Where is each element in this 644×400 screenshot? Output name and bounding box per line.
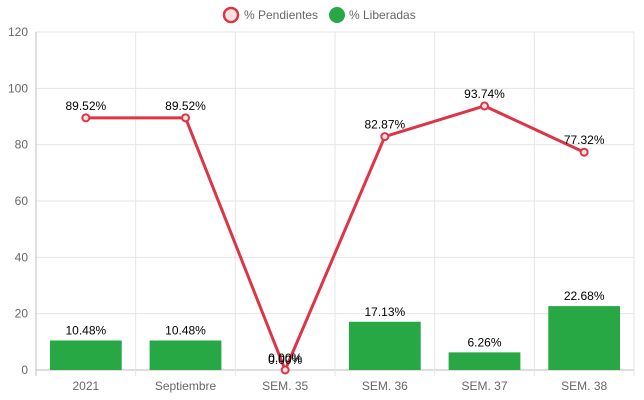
bar-liberadas[interactable] [49,340,122,370]
bar-data-label: 22.68% [564,289,605,303]
line-point-pendientes[interactable] [280,365,290,375]
line-data-label: 89.52% [165,99,206,113]
legend-label-liberadas: % Liberadas [349,8,416,22]
x-tick-label: SEM. 38 [561,379,607,393]
legend-label-pendientes: % Pendientes [244,8,318,22]
line-point-pendientes[interactable] [181,113,190,123]
legend-item-pendientes[interactable]: % Pendientes [222,6,318,24]
bar-data-label: 10.48% [165,323,206,337]
line-data-label: 82.87% [364,118,405,132]
line-point-pendientes[interactable] [579,147,589,157]
y-tick-label: 120 [8,25,28,39]
line-point-pendientes[interactable] [480,101,489,111]
y-tick-label: 100 [8,81,28,95]
line-data-label: 0.00% [268,351,302,365]
legend-swatch-liberadas [329,7,345,23]
x-tick-label: SEM. 35 [262,379,308,393]
bar-data-label: 6.26% [467,335,501,349]
line-data-label: 77.32% [564,133,605,147]
bar-data-label: 0.00% [268,353,302,367]
y-tick-label: 0 [21,363,28,377]
line-point-pendientes[interactable] [81,113,91,123]
line-series [81,101,589,375]
x-tick-label: Septiembre [155,379,217,393]
bar-data-label: 17.13% [364,305,405,319]
legend-item-liberadas[interactable]: % Liberadas [329,7,416,23]
line-data-label: 89.52% [65,99,106,113]
data-labels: 10.48% 10.48% 0.00% 17.13% 6.26% 22.68% 89.52%… [65,87,604,367]
y-tick-label: 40 [15,250,29,264]
bar-data-label: 10.48% [65,323,106,337]
bar-liberadas[interactable] [348,321,421,370]
line-pendientes [85,104,585,372]
axes: 0 20 40 60 80 100 120 2021 Septiembre SEM. 35 SEM.… [8,25,608,393]
legend[interactable]: % Pendientes % Liberadas [222,6,416,24]
grid [35,31,635,376]
y-tick-label: 80 [15,138,29,152]
x-tick-label: SEM. 36 [362,379,408,393]
bar-series [49,306,621,370]
legend-swatch-pendientes [222,6,240,24]
line-data-label: 93.74% [464,87,505,101]
y-tick-label: 20 [15,307,29,321]
x-tick-label: SEM. 37 [461,379,507,393]
bar-liberadas[interactable] [448,352,521,370]
bar-liberadas[interactable] [149,340,222,370]
x-tick-label: 2021 [72,379,99,393]
line-point-pendientes[interactable] [380,132,390,142]
y-tick-label: 60 [15,194,29,208]
bar-liberadas[interactable] [548,306,621,370]
